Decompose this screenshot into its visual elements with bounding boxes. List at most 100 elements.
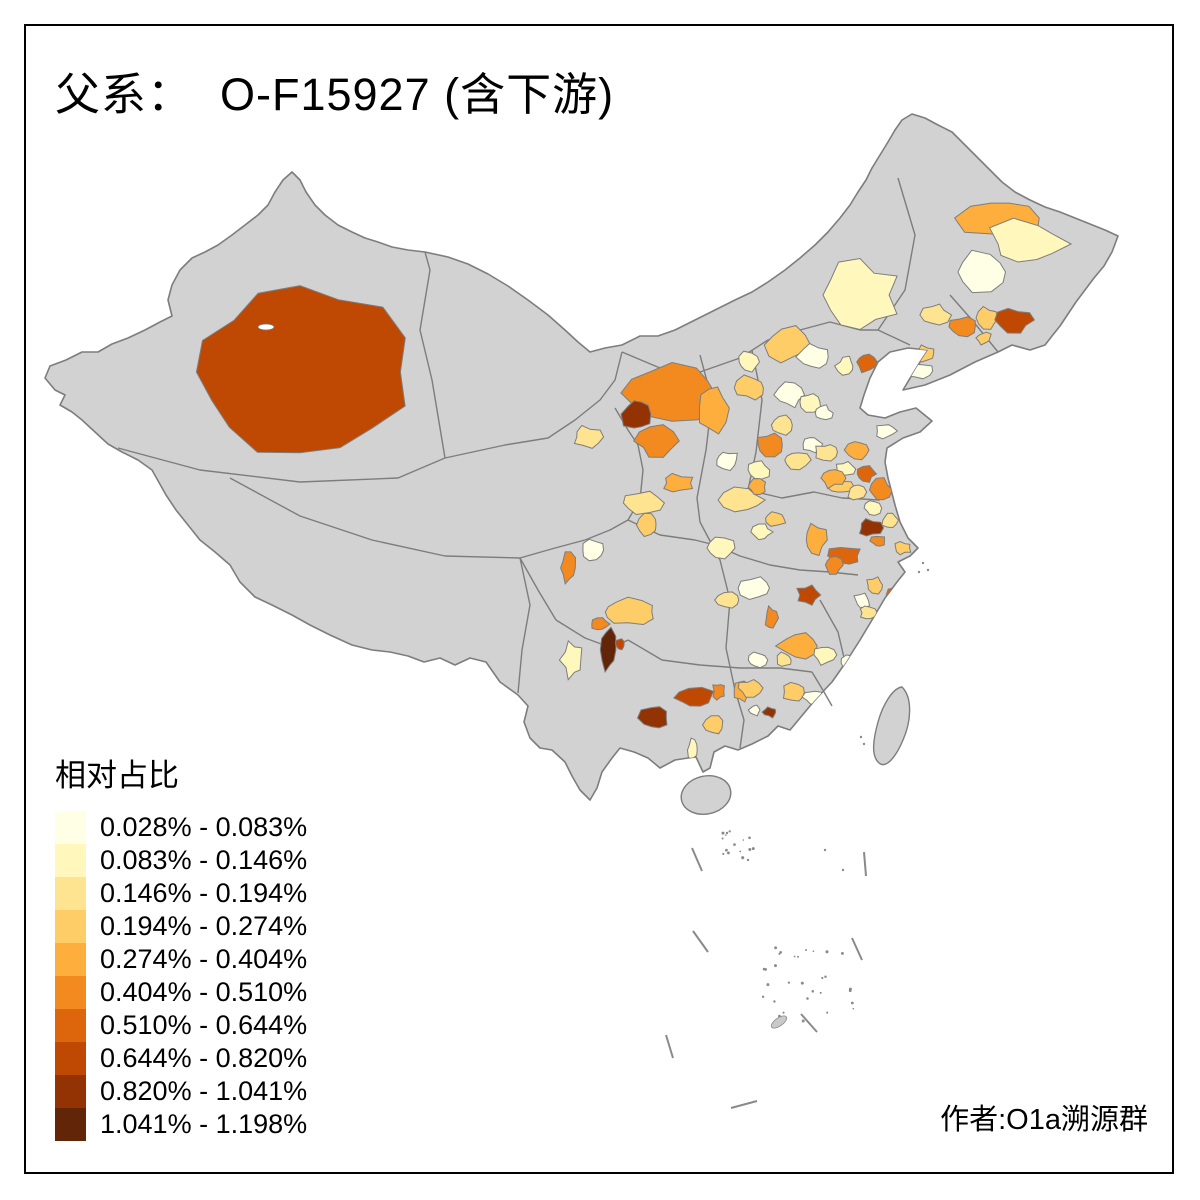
prefecture-patch <box>573 424 605 449</box>
prefecture-patch <box>856 353 878 374</box>
legend-label: 0.083% - 0.146% <box>100 845 308 875</box>
prefecture-patch <box>747 704 761 717</box>
province-border-line <box>877 329 911 346</box>
sea-boundary-dash <box>863 851 867 877</box>
prefecture-patch <box>822 257 898 331</box>
prefecture-patch <box>765 511 787 527</box>
prefecture-patch <box>784 452 812 471</box>
province-border-line <box>229 477 521 559</box>
prefecture-patch <box>714 591 740 609</box>
prefecture-patch <box>558 639 583 681</box>
prefecture-patch <box>776 651 792 667</box>
prefecture-patch <box>957 249 1007 294</box>
legend-swatch <box>55 877 86 910</box>
province-border-line <box>811 671 833 707</box>
island-dot <box>774 946 778 950</box>
island-dot <box>801 1019 805 1023</box>
small-island <box>770 1015 788 1029</box>
prefecture-patch <box>820 469 847 490</box>
prefecture-patch <box>994 307 1036 334</box>
legend-label: 0.274% - 0.404% <box>100 944 308 974</box>
prefecture-patch <box>815 444 839 462</box>
prefecture-patch <box>866 576 884 595</box>
legend-row: 0.510% - 0.644% <box>55 1009 307 1042</box>
province-border-line <box>419 251 446 459</box>
province-border-line <box>734 689 745 749</box>
island-dot <box>739 850 742 853</box>
island-dot <box>725 831 729 835</box>
prefecture-patch <box>706 536 736 560</box>
prefecture-patch <box>773 381 806 409</box>
prefecture-patch <box>582 538 605 562</box>
prefecture-patch <box>824 555 844 575</box>
prefecture-patch <box>620 400 652 429</box>
prefecture-patch <box>747 651 769 669</box>
legend-swatch <box>55 1042 86 1075</box>
island-dot <box>852 1007 855 1010</box>
prefecture-patch <box>919 303 953 326</box>
island-dot <box>862 742 866 746</box>
island-dot <box>742 839 745 841</box>
prefecture-patch <box>856 465 878 483</box>
legend-title: 相对占比 <box>55 758 179 793</box>
island-dot <box>800 981 804 985</box>
prefecture-patch <box>881 512 900 529</box>
island-dot <box>921 561 925 565</box>
sea-boundary-dash <box>851 937 863 961</box>
island-dot <box>779 950 783 954</box>
prefecture-patch <box>975 305 999 330</box>
province-border-line <box>117 447 446 483</box>
sea-boundary-dash <box>800 1013 818 1033</box>
island-dot <box>841 868 845 872</box>
sea-islands-and-boundary-dashes <box>665 561 930 1109</box>
prefecture-patch <box>814 404 834 421</box>
prefecture-patch <box>885 586 909 605</box>
prefecture-patch <box>738 350 761 373</box>
prefecture-patch <box>195 285 406 454</box>
province-border-line <box>627 519 859 576</box>
prefecture-patch <box>782 681 805 702</box>
legend-swatch <box>55 910 86 943</box>
prefecture-patch <box>663 472 694 493</box>
island-dot <box>724 848 728 852</box>
island-dot <box>722 852 725 855</box>
legend-label: 0.644% - 0.820% <box>100 1043 308 1073</box>
prefecture-patch <box>622 490 666 516</box>
xinjiang-lake <box>257 323 275 331</box>
legend-rows: 0.028% - 0.083% 0.083% - 0.146% 0.146% - 0… <box>55 811 307 1141</box>
island-dot <box>806 997 809 1000</box>
prefecture-patch <box>869 535 886 547</box>
province-border-line <box>519 557 557 621</box>
prefecture-patch <box>868 477 893 501</box>
legend-swatch <box>55 976 86 1009</box>
legend-row: 0.404% - 0.510% <box>55 976 307 1009</box>
legend-row: 0.274% - 0.404% <box>55 943 307 976</box>
prefecture-patch <box>796 584 822 606</box>
legend-swatch <box>55 1009 86 1042</box>
island-dot <box>761 995 765 999</box>
island-dot <box>733 843 736 846</box>
prefecture-patch <box>894 540 912 556</box>
prefecture-patch <box>761 706 777 719</box>
prefecture-patch <box>712 684 725 701</box>
prefecture-patch <box>863 500 883 516</box>
legend: 相对占比 0.028% - 0.083% 0.083% - 0.146% 0.146… <box>55 750 307 1141</box>
prefecture-patch <box>701 715 724 735</box>
island-dot <box>721 831 725 835</box>
island-dot <box>774 964 777 968</box>
legend-swatch <box>55 844 86 877</box>
legend-label: 0.510% - 0.644% <box>100 1010 308 1040</box>
prefecture-patch <box>774 632 818 660</box>
legend-swatch <box>55 943 86 976</box>
island-dot <box>778 1014 781 1018</box>
prefecture-patch <box>737 679 764 698</box>
prefecture-patch <box>795 342 829 369</box>
island-dot <box>751 847 755 851</box>
prefecture-patch <box>988 217 1073 263</box>
island-dot <box>824 975 827 979</box>
prefecture-patch <box>716 451 738 472</box>
island-dot <box>826 1011 829 1014</box>
author-credit: 作者:O1a溯源群 <box>940 1104 1148 1136</box>
legend-label: 0.194% - 0.274% <box>100 911 308 941</box>
